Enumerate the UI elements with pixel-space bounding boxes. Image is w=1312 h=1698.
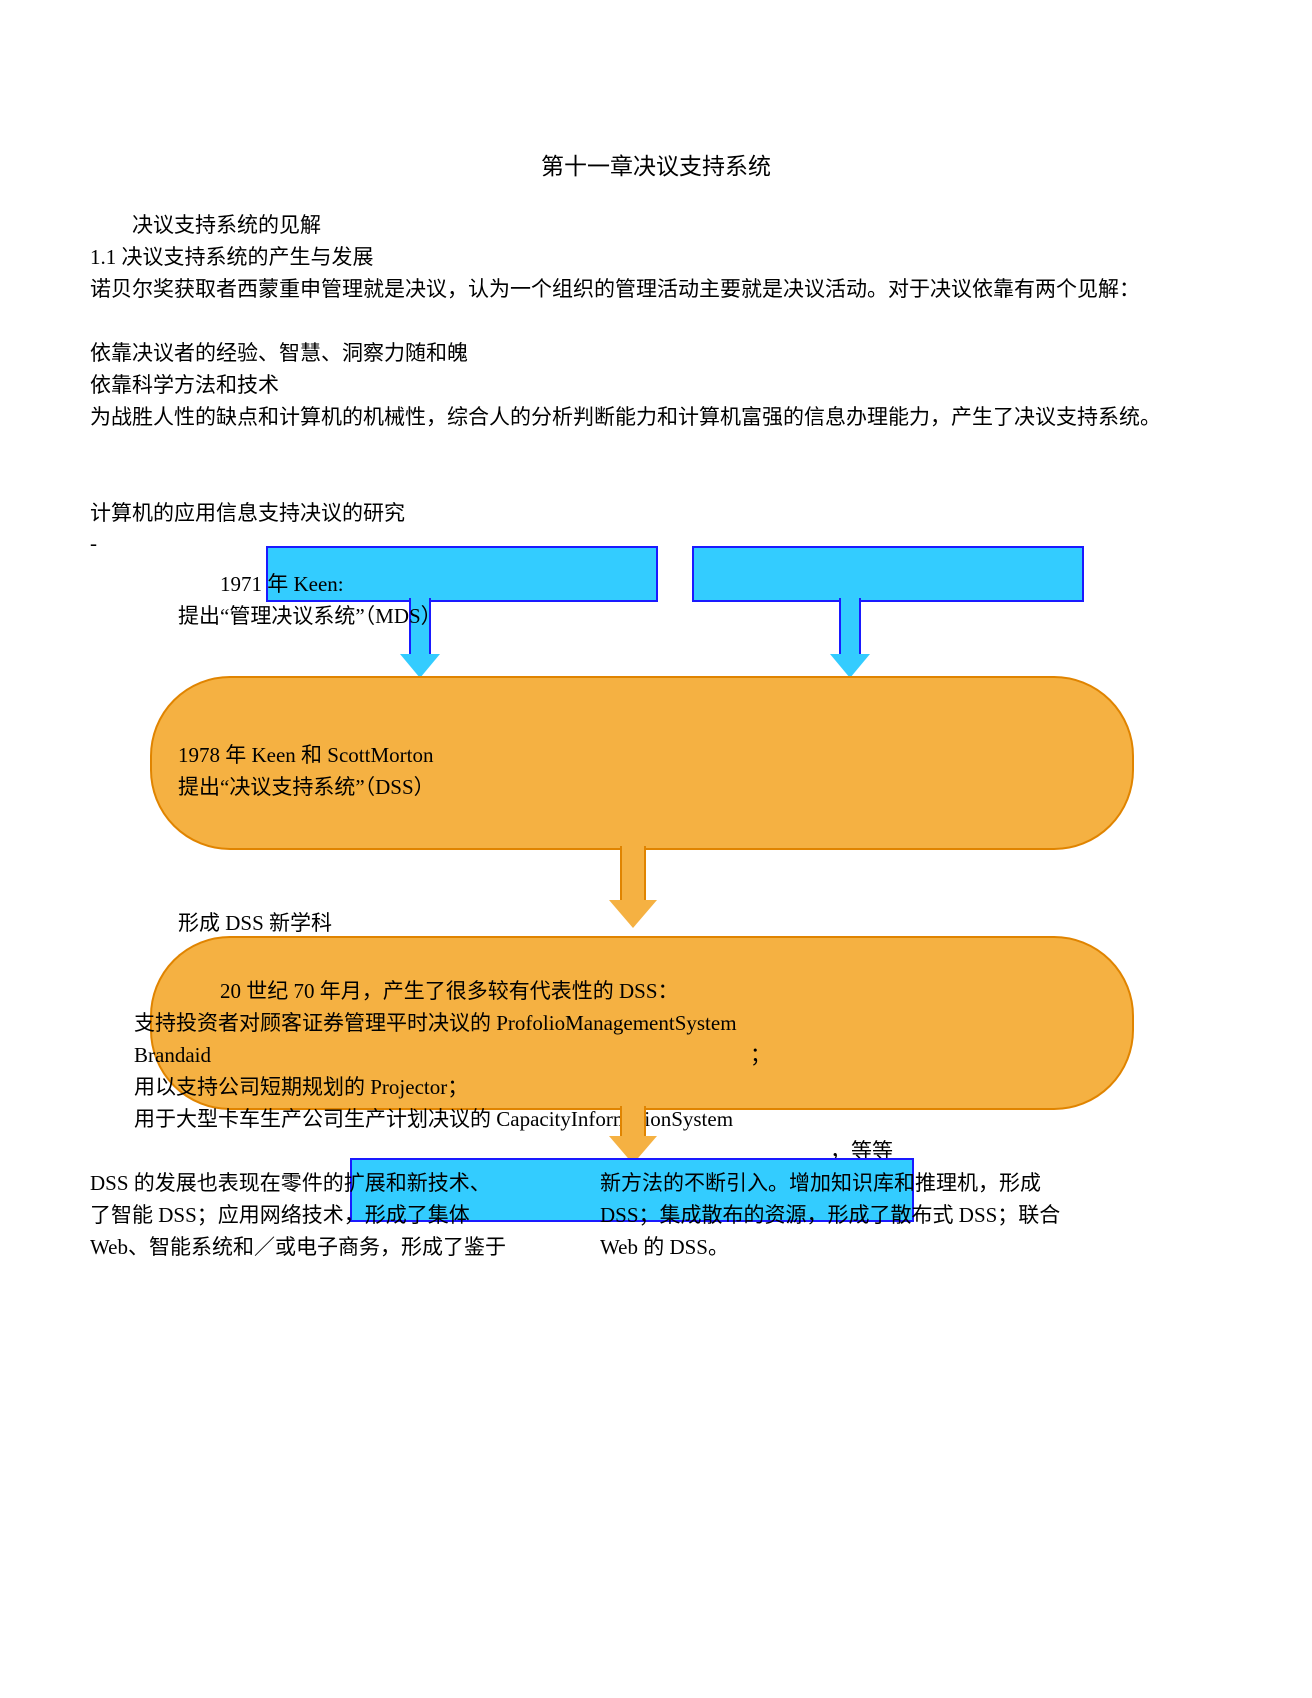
para-dep1: 依靠决议者的经验、智慧、洞察力随和魄 [90, 338, 1220, 370]
node2-line2: 提出“决议支持系统”（DSS） [178, 772, 435, 804]
col-right-1: 新方法的不断引入。增加知识库和推理机，形成 [600, 1168, 1041, 1200]
node3-c-left: Brandaid [134, 1040, 211, 1072]
node3-a: 20 世纪 70 年月，产生了很多较有代表性的 DSS： [178, 976, 679, 1008]
page: 第十一章决议支持系统 决议支持系统的见解 1.1 决议支持系统的产生与发展 诺贝… [0, 0, 1312, 1698]
arrow-cyan-right [830, 598, 870, 678]
node3-d: 用以支持公司短期规划的 Projector； [134, 1072, 468, 1104]
arrow-orange-2 [608, 1106, 658, 1164]
node3-b: 支持投资者对顾客证券管理平时决议的 ProfolioManagementSyst… [134, 1008, 737, 1040]
col-left-2: 了智能 DSS；应用网络技术，形成了集体 [90, 1200, 470, 1232]
para-1-1: 1.1 决议支持系统的产生与发展 [90, 242, 1220, 274]
flow-cyan-rect-right [692, 546, 1084, 602]
col-right-3: Web 的 DSS。 [600, 1232, 729, 1264]
node3-line1: 形成 DSS 新学科 [178, 908, 332, 940]
page-title: 第十一章决议支持系统 [0, 150, 1312, 185]
para-dep2: 依靠科学方法和技术 [90, 370, 1220, 402]
col-left-3: Web、智能系统和／或电子商务，形成了鉴于 [90, 1232, 506, 1264]
col-right-2: DSS；集成散布的资源，形成了散布式 DSS；联合 [600, 1200, 1060, 1232]
para-combine: 为战胜人性的缺点和计算机的机械性，综合人的分析判断能力和计算机富强的信息办理能力… [90, 402, 1220, 434]
section-heading: 决议支持系统的见解 [90, 210, 1220, 242]
arrow-orange-1 [608, 846, 658, 928]
para-nobel: 诺贝尔奖获取者西蒙重申管理就是决议，认为一个组织的管理活动主要就是决议活动。对于… [90, 274, 1220, 306]
node3-c-right: ； [750, 1040, 771, 1072]
node1-line2: 提出“管理决议系统”（MDS） [178, 601, 442, 633]
node1-line1: 1971 年 Keen: [178, 569, 344, 601]
para-research: 计算机的应用信息支持决议的研究 [90, 498, 1220, 530]
node2-line1: 1978 年 Keen 和 ScottMorton [178, 740, 433, 772]
col-left-1: DSS 的发展也表现在零件的扩展和新技术、 [90, 1168, 491, 1200]
